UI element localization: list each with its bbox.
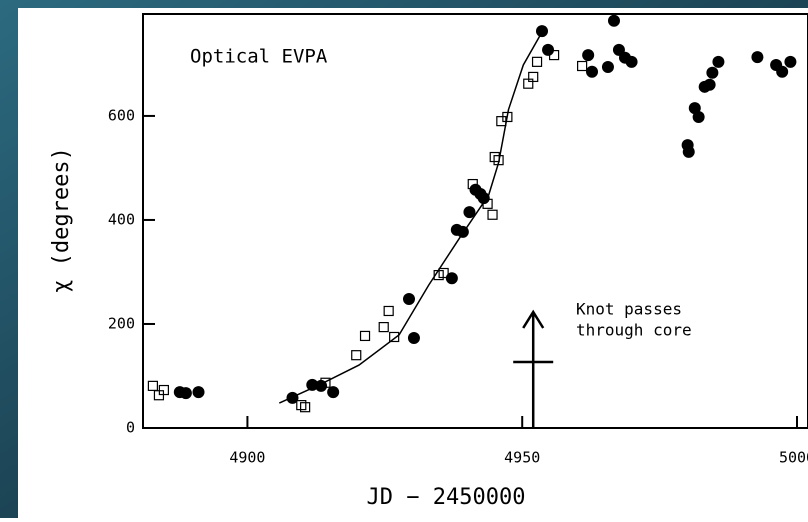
data-point — [477, 192, 490, 205]
chart-title: Optical EVPA — [190, 46, 328, 68]
data-point — [320, 377, 331, 388]
data-point — [582, 49, 595, 62]
y-tick-label: 600 — [108, 106, 135, 124]
data-point — [389, 331, 400, 343]
data-point — [586, 65, 599, 78]
data-point — [601, 61, 614, 74]
data-point — [306, 378, 319, 391]
data-point — [438, 267, 449, 279]
data-point — [463, 206, 476, 219]
x-tick-label: 5000 — [779, 449, 808, 467]
y-axis-label: χ (degrees) — [49, 147, 74, 293]
data-point — [784, 55, 797, 68]
data-point — [403, 293, 415, 306]
plot-frame — [142, 13, 808, 429]
data-point — [296, 400, 307, 411]
data-point — [607, 14, 620, 27]
x-tick-label: 4900 — [229, 449, 265, 467]
data-point — [706, 66, 719, 79]
data-point — [158, 384, 169, 396]
data-point — [445, 272, 458, 285]
y-tick-label: 200 — [108, 314, 135, 332]
data-point — [467, 178, 478, 190]
data-point — [542, 43, 555, 56]
data-point — [692, 110, 705, 123]
x-axis-label: JD − 2450000 — [367, 485, 526, 510]
data-point — [351, 350, 362, 361]
figure-panel — [18, 8, 808, 518]
data-point — [776, 65, 789, 78]
data-point — [192, 386, 205, 399]
data-point — [383, 305, 394, 317]
data-point — [147, 380, 158, 391]
annotation-text: through core — [576, 321, 692, 340]
data-point — [548, 49, 560, 61]
data-point — [577, 60, 588, 72]
data-point — [531, 56, 543, 67]
data-point — [327, 386, 340, 399]
data-point — [179, 387, 192, 400]
data-point — [703, 78, 716, 91]
data-point — [625, 55, 638, 68]
y-tick-label: 400 — [108, 210, 135, 228]
data-point — [378, 322, 389, 333]
data-point — [300, 402, 311, 413]
data-point — [528, 71, 539, 83]
knot-arrow — [513, 309, 554, 428]
data-point — [751, 51, 764, 64]
x-tick-label: 4950 — [504, 449, 540, 467]
data-point — [712, 55, 725, 68]
y-tick-label: 0 — [126, 419, 135, 437]
data-point — [487, 209, 498, 220]
fit-curve — [278, 29, 544, 404]
data-point — [682, 145, 695, 158]
data-point — [407, 332, 420, 345]
annotation-text: Knot passes — [576, 300, 682, 319]
data-point — [359, 330, 371, 342]
